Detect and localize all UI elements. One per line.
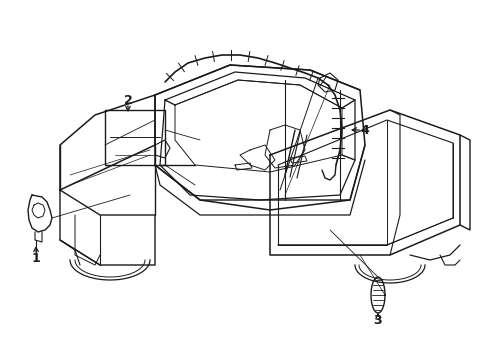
- Text: 1: 1: [32, 252, 41, 265]
- Text: 2: 2: [123, 94, 132, 107]
- Text: 4: 4: [360, 123, 368, 136]
- Text: 3: 3: [373, 314, 382, 327]
